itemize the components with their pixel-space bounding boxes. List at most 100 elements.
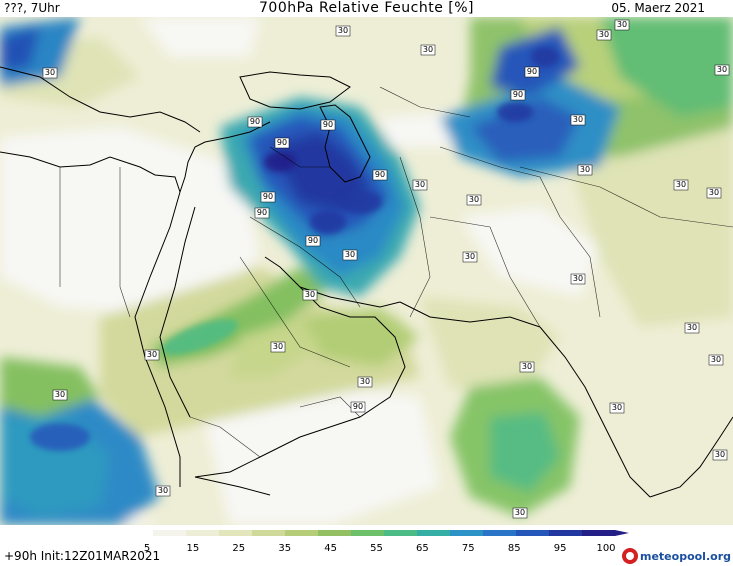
humidity-field (0, 17, 733, 525)
contour-label: 90 (527, 67, 537, 76)
contour-label-box (577, 164, 593, 176)
colorbar-tick-label: 75 (462, 543, 475, 554)
contour-label-box (570, 273, 586, 285)
contour-label: 30 (415, 180, 425, 189)
init-time-label: +90h Init:12Z01MAR2021 (4, 549, 161, 563)
contour-label-box (466, 194, 482, 206)
colorbar-tick-label: 65 (416, 543, 429, 554)
contour-label: 90 (308, 236, 318, 245)
contour-label-box (714, 64, 730, 76)
contour-label: 90 (263, 192, 273, 201)
colorbar-tick-label: 15 (187, 543, 200, 554)
contour-label-box (270, 341, 286, 353)
contour-label-box (609, 402, 625, 414)
colorbar-tick-label: 35 (278, 543, 291, 554)
colorbar-swatch (186, 530, 220, 536)
contour-labels: 90 90 90 90 90 90 90 90 90 90 30 30 30 30 30 30 30 30 30 30… (45, 20, 727, 517)
contour-label: 30 (717, 65, 727, 74)
contour-label-box (155, 485, 171, 497)
colorbar-ticks: 5 15 25 35 45 55 65 75 85 95 100 (144, 543, 616, 554)
logo-text: meteopool.org (640, 549, 731, 563)
contour-label-box (462, 251, 478, 263)
contour-label: 30 (599, 30, 609, 39)
contour-label-box (706, 187, 722, 199)
contour-label-box (247, 116, 263, 128)
contour-label: 30 (345, 250, 355, 259)
contour-label-box (357, 376, 373, 388)
colorbar-swatch (252, 530, 286, 536)
valid-date: 05. Maerz 2021 (611, 1, 705, 15)
colorbar-arrow (615, 530, 629, 536)
colorbar-swatch (153, 530, 187, 536)
colorbar-swatches (120, 530, 629, 536)
contour-label: 90 (323, 120, 333, 129)
contour-label: 90 (513, 90, 523, 99)
contour-label: 30 (147, 350, 157, 359)
contour-label: 30 (360, 377, 370, 386)
contour-label-box (412, 179, 428, 191)
contour-label: 30 (515, 508, 525, 517)
colorbar-swatch (384, 530, 418, 536)
contour-label: 90 (375, 170, 385, 179)
colorbar-tick-label: 95 (554, 543, 567, 554)
contour-label-box (708, 354, 724, 366)
contour-label: 30 (465, 252, 475, 261)
logo-icon (622, 548, 638, 564)
run-label: ???, 7Uhr (4, 1, 60, 15)
contour-label-box (302, 289, 318, 301)
contour-label-box (335, 25, 351, 37)
contour-label: 90 (257, 208, 267, 217)
contour-label-box (510, 89, 526, 101)
contour-label-box (260, 191, 276, 203)
colorbar-tick-label: 25 (232, 543, 245, 554)
colorbar-swatch (483, 530, 517, 536)
meteopool-logo[interactable]: meteopool.org (622, 548, 731, 564)
contour-label: 30 (45, 68, 55, 77)
colorbar-tick-label: 45 (324, 543, 337, 554)
contour-label-box (274, 137, 290, 149)
contour-label-box (614, 19, 630, 31)
colorbar-swatch (450, 530, 484, 536)
contour-label: 90 (353, 402, 363, 411)
contour-label-box (684, 322, 700, 334)
colorbar-swatch (318, 530, 352, 536)
contour-label: 30 (617, 20, 627, 29)
colorbar-swatch (120, 530, 154, 536)
colorbar-swatch (516, 530, 550, 536)
contour-label: 30 (273, 342, 283, 351)
contour-label-box (52, 389, 68, 401)
contour-label: 30 (580, 165, 590, 174)
contour-label-box (524, 66, 540, 78)
colorbar-swatch (417, 530, 451, 536)
colorbar: 5 15 25 35 45 55 65 75 85 95 100 (120, 530, 629, 554)
map-title: 700hPa Relative Feuchte [%] (259, 0, 474, 16)
colorbar-swatch (549, 530, 583, 536)
colorbar-tick-label: 5 (144, 543, 150, 554)
colorbar-swatch (351, 530, 385, 536)
contour-label-box (512, 507, 528, 519)
contour-label-box (42, 67, 58, 79)
colorbar-swatch (219, 530, 253, 536)
contour-label-boxes (42, 19, 730, 519)
colorbar-tick-label: 85 (508, 543, 521, 554)
colorbar-swatch (285, 530, 319, 536)
contour-label: 30 (573, 274, 583, 283)
contour-label: 30 (469, 195, 479, 204)
contour-label-box (372, 169, 388, 181)
humidity-map: 90 90 90 90 90 90 90 90 90 90 30 30 30 30 30 30 30 30 30 30… (0, 17, 733, 525)
contour-label: 30 (687, 323, 697, 332)
contour-label-box (712, 449, 728, 461)
colorbar-swatch (582, 530, 616, 536)
contour-label: 30 (709, 188, 719, 197)
contour-label: 30 (715, 450, 725, 459)
contour-label: 30 (522, 362, 532, 371)
contour-label-box (254, 207, 270, 219)
contour-label: 90 (250, 117, 260, 126)
colorbar-tick-label: 100 (596, 543, 615, 554)
contour-label-box (320, 119, 336, 131)
contour-label: 30 (338, 26, 348, 35)
borders (59, 86, 733, 458)
contour-label-box (144, 349, 160, 361)
contour-label-box (350, 401, 366, 413)
contour-label-box (342, 249, 358, 261)
